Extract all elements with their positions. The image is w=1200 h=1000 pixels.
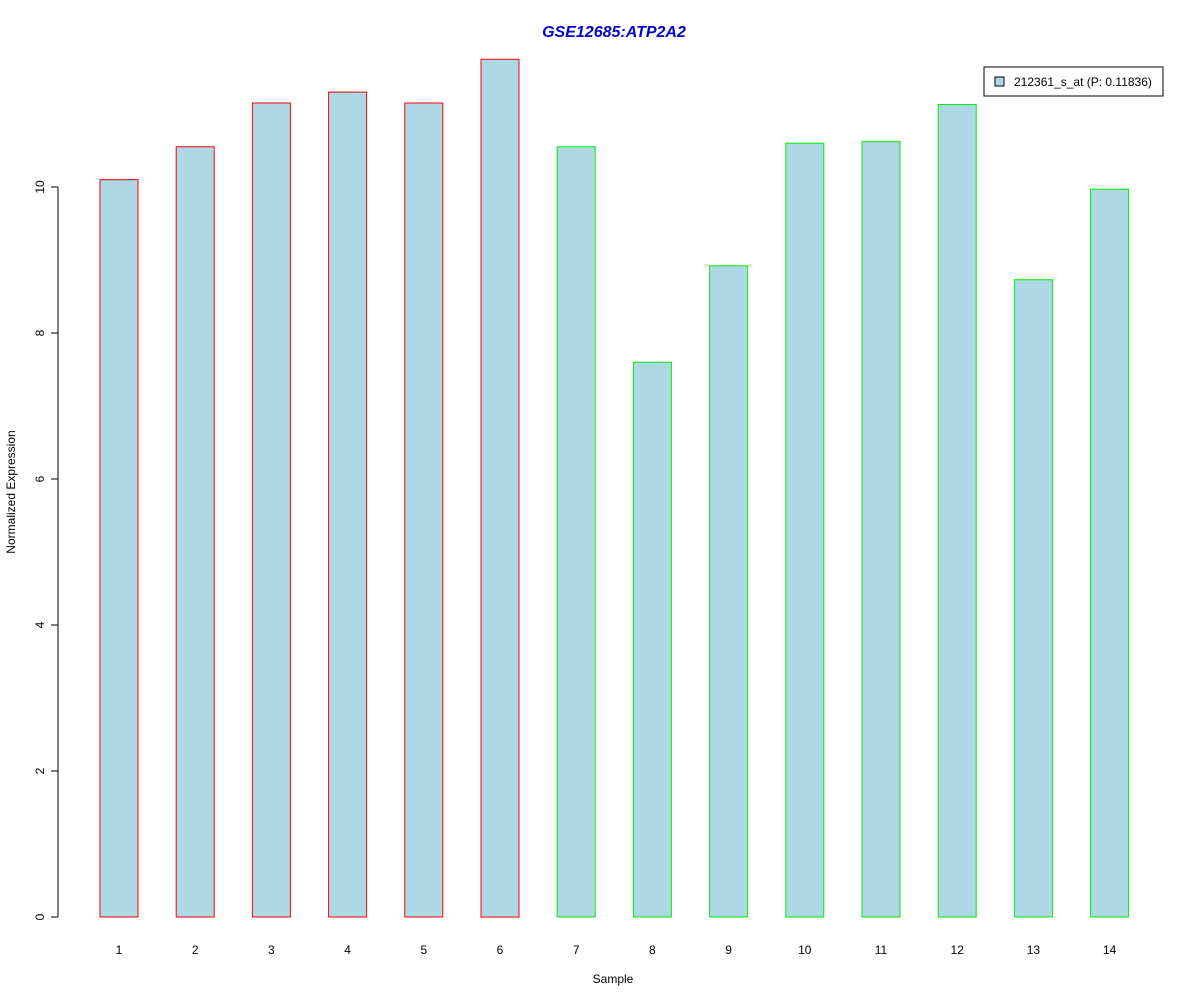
x-tick-label: 13 (1027, 943, 1041, 957)
y-tick-label: 8 (33, 329, 47, 336)
bar-sample-11 (861, 141, 901, 918)
bar-sample-9 (709, 265, 749, 918)
bar-sample-3 (251, 102, 291, 918)
x-tick-label: 6 (497, 943, 504, 957)
x-tick-label: 11 (875, 943, 888, 957)
bar-sample-6 (480, 58, 520, 918)
x-tick-label: 9 (725, 943, 732, 957)
bar-sample-12 (937, 104, 977, 918)
bar-sample-10 (785, 142, 825, 918)
x-tick-label: 5 (420, 943, 427, 957)
x-tick-labels: 1 2 3 4 5 6 7 8 9 10 11 12 13 14 (116, 943, 1117, 957)
bar-sample-4 (328, 91, 368, 918)
x-tick-label: 10 (798, 943, 812, 957)
y-tick-label: 2 (33, 767, 47, 774)
x-axis-label: Sample (593, 972, 634, 986)
x-tick-label: 4 (344, 943, 351, 957)
bars-group (99, 58, 1130, 918)
legend-swatch (994, 76, 1005, 87)
bar-sample-8 (632, 361, 672, 918)
x-tick-label: 14 (1103, 943, 1117, 957)
y-tick-label: 6 (33, 475, 47, 482)
y-tick-label: 0 (33, 913, 47, 920)
x-tick-label: 2 (192, 943, 199, 957)
bar-sample-2 (175, 146, 215, 918)
y-tick-label: 10 (33, 180, 47, 194)
x-tick-label: 8 (649, 943, 656, 957)
x-tick-label: 12 (951, 943, 965, 957)
legend-entry-label: 212361_s_at (P: 0.11836) (1014, 75, 1152, 89)
chart-title: GSE12685:ATP2A2 (542, 24, 686, 41)
bar-sample-13 (1013, 279, 1053, 918)
bar-sample-1 (99, 179, 139, 918)
legend: 212361_s_at (P: 0.11836) (983, 66, 1164, 97)
x-tick-label: 3 (268, 943, 275, 957)
x-tick-label: 1 (116, 943, 123, 957)
x-tick-label: 7 (573, 943, 580, 957)
y-axis-label: Normalized Expression (4, 430, 18, 553)
bar-sample-7 (556, 146, 596, 918)
bar-sample-14 (1090, 188, 1130, 918)
y-axis: 0 2 4 6 8 10 (33, 180, 59, 920)
legend-box (983, 66, 1164, 97)
bar-sample-5 (404, 102, 444, 918)
y-tick-label: 4 (33, 621, 47, 628)
